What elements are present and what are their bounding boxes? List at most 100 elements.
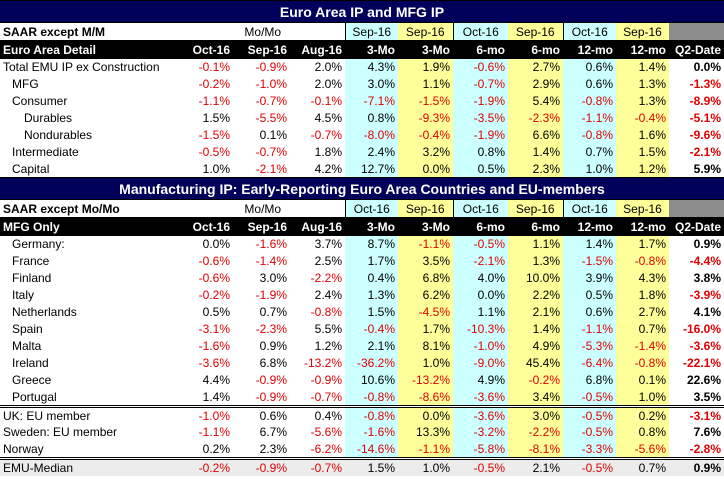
table-row: Nondurables -1.5% 0.1% -0.7% -8.0% -0.4% -1.9%… <box>0 126 724 144</box>
value-cell: -9.6% <box>689 128 721 142</box>
value-cell: -0.5% <box>453 235 508 253</box>
value-cell: -2.2% <box>508 423 563 441</box>
value-cell: 4.9% <box>508 337 563 355</box>
value-cell: -1.1% <box>198 425 230 439</box>
value-cell: -7.1% <box>345 92 398 110</box>
period-label: Oct-16 <box>562 22 616 41</box>
value-cell: 0.7% <box>563 143 616 161</box>
period-label: Sep-16 <box>508 199 563 218</box>
value-cell: -13.2% <box>398 371 453 389</box>
table-row: Spain -3.1% -2.3% 5.5% -0.4% 1.7% -10.3% 1.4% -1… <box>0 320 724 338</box>
value-cell: 4.3% <box>616 269 669 287</box>
momo-label: Mo/Mo <box>181 199 345 218</box>
value-cell: -1.6% <box>198 339 230 353</box>
value-cell: 0.8% <box>616 423 669 441</box>
row-label: Capital <box>12 161 50 176</box>
value-cell: 3.7% <box>314 237 342 251</box>
value-cell: 0.8% <box>453 143 508 161</box>
table-row: Capital 1.0% -2.1% 4.2% 12.7% 0.0% 0.5% 2.3% 1.0… <box>0 160 724 178</box>
value-cell: -2.1% <box>689 145 721 159</box>
value-cell: 3.2% <box>398 143 453 161</box>
value-cell: -0.4% <box>345 320 398 338</box>
column-header: 12-mo <box>616 40 669 59</box>
period-label: Sep-16 <box>616 22 669 41</box>
value-cell: 0.6% <box>563 75 616 93</box>
value-cell: 2.0% <box>314 60 342 74</box>
table-row: Sweden: EU member -1.1% 6.7% -5.6% -1.6% 13.3… <box>0 423 724 441</box>
value-cell: 1.2% <box>616 160 669 178</box>
value-cell: -3.6% <box>689 339 721 353</box>
value-cell: -1.5% <box>198 128 230 142</box>
value-cell: 1.5% <box>345 303 398 321</box>
table-row: Total EMU IP ex Construction -0.1% -0.9% 2.… <box>0 58 724 76</box>
column-header: 3-Mo <box>345 217 398 236</box>
value-cell: 1.0% <box>616 388 669 406</box>
value-cell: 5.9% <box>693 161 721 176</box>
value-cell: 3.5% <box>693 389 721 404</box>
value-cell: -4.4% <box>689 254 721 268</box>
saar-label: SAAR except Mo/Mo <box>0 199 181 218</box>
value-cell: 1.4% <box>616 58 669 76</box>
value-cell: -0.9% <box>233 456 290 476</box>
value-cell: 4.9% <box>453 371 508 389</box>
value-cell: -2.2% <box>310 271 342 285</box>
value-cell: -0.9% <box>310 373 342 387</box>
value-cell: 22.6% <box>686 373 721 387</box>
value-cell: -1.9% <box>453 92 508 110</box>
column-header: 12-mo <box>563 217 616 236</box>
value-cell: -16.0% <box>682 322 721 336</box>
section1-title-bar: Euro Area IP and MFG IP <box>0 0 724 23</box>
row-label: Germany: <box>12 237 65 251</box>
value-cell: -9.3% <box>398 109 453 127</box>
row-label: MFG <box>12 77 39 91</box>
value-cell: -2.1% <box>255 161 287 176</box>
value-cell: 4.0% <box>453 269 508 287</box>
value-cell: 2.9% <box>508 75 563 93</box>
value-cell: 2.7% <box>508 58 563 76</box>
value-cell: -0.8% <box>616 354 669 372</box>
column-header: 12-mo <box>563 40 616 59</box>
row-label: Consumer <box>12 94 68 108</box>
value-cell: 0.4% <box>345 269 398 287</box>
value-cell: 0.0% <box>202 237 230 251</box>
value-cell: -0.2% <box>198 288 230 302</box>
value-cell: 3.9% <box>563 269 616 287</box>
column-header: Oct-16 <box>181 217 233 236</box>
row-label: Intermediate <box>12 145 79 159</box>
table-row: Germany: 0.0% -1.6% 3.7% 8.7% -1.1% -0.5% 1.1% 1… <box>0 235 724 253</box>
value-cell: -1.0% <box>255 77 287 91</box>
value-cell: 0.2% <box>202 441 230 456</box>
column-header-row: MFG Only Oct-16 Sep-16 Aug-16 3-Mo 3-Mo 6-mo 6-… <box>0 217 724 236</box>
value-cell: 2.1% <box>508 456 563 476</box>
period-label: Oct-16 <box>452 22 508 41</box>
value-cell: 6.8% <box>563 371 616 389</box>
value-cell: -36.2% <box>345 354 398 372</box>
value-cell: -0.8% <box>563 92 616 110</box>
value-cell: -0.1% <box>198 60 230 74</box>
value-cell: 1.4% <box>508 320 563 338</box>
value-cell: 0.1% <box>259 128 287 142</box>
value-cell: 1.0% <box>563 160 616 178</box>
value-cell: -3.9% <box>689 288 721 302</box>
value-cell: -4.5% <box>398 303 453 321</box>
value-cell: 0.7% <box>616 320 669 338</box>
table-row: France -0.6% -1.4% 2.5% 1.7% 3.5% -2.1% 1.3% -1.… <box>0 252 724 270</box>
value-cell: -0.8% <box>563 126 616 144</box>
value-cell: -1.3% <box>689 77 721 91</box>
value-cell: -2.1% <box>453 252 508 270</box>
value-cell: -6.2% <box>310 441 342 456</box>
table-row: Portugal 1.4% -0.9% -0.7% -0.8% -8.6% -3.6% 3.4… <box>0 388 724 406</box>
column-header: 3-Mo <box>398 217 453 236</box>
value-cell: 6.7% <box>259 425 287 439</box>
value-cell: 1.5% <box>616 143 669 161</box>
value-cell: 6.6% <box>508 126 563 144</box>
value-cell: 2.2% <box>508 286 563 304</box>
value-cell: -3.3% <box>563 440 616 458</box>
value-cell: 1.2% <box>314 339 342 353</box>
value-cell: -0.5% <box>563 404 616 424</box>
value-cell: -1.9% <box>453 126 508 144</box>
value-cell: 2.4% <box>345 143 398 161</box>
value-cell: 4.2% <box>314 161 342 176</box>
value-cell: -1.1% <box>563 109 616 127</box>
value-cell: 1.3% <box>616 75 669 93</box>
